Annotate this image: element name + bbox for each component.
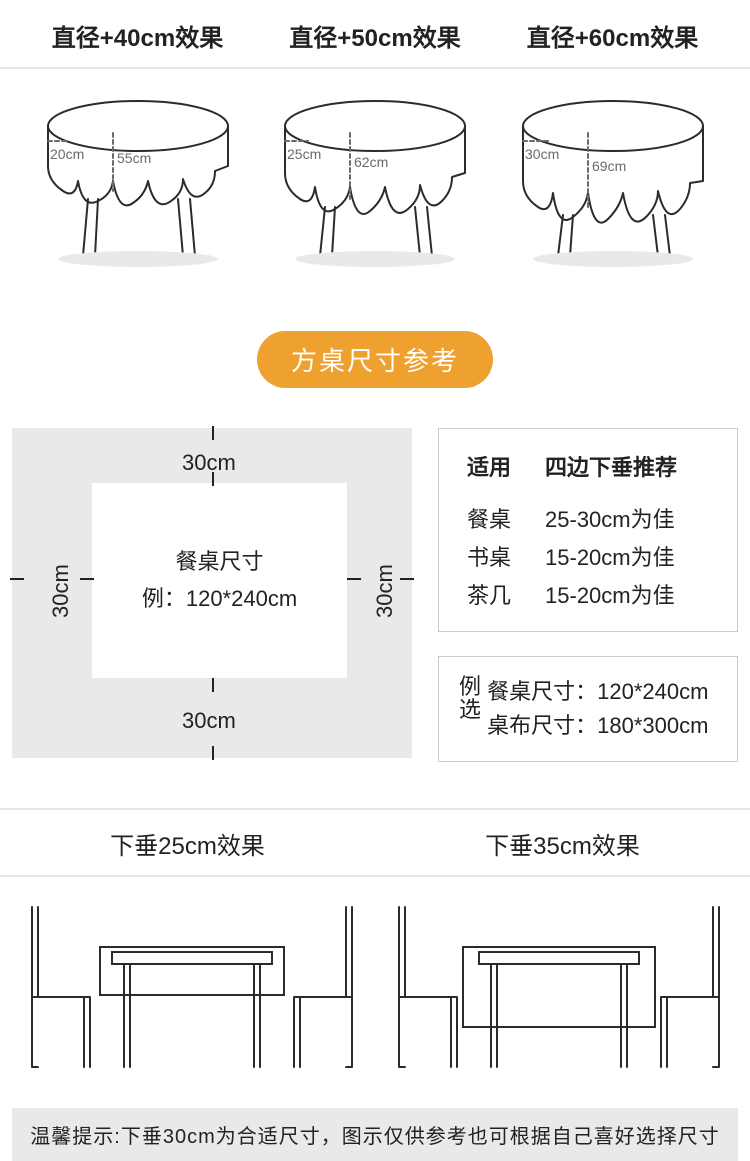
round-drop-label: 55cm	[117, 150, 151, 166]
example-line1-label: 餐桌尺寸：	[487, 679, 597, 704]
round-overhang-label: 25cm	[287, 146, 321, 162]
dash-mark	[212, 426, 214, 440]
recommend-usage: 书桌	[459, 537, 537, 575]
dash-mark	[80, 578, 94, 580]
round-header-1: 直径+50cm效果	[263, 0, 488, 67]
round-drop-label: 62cm	[354, 154, 388, 170]
inner-title: 餐桌尺寸	[92, 543, 347, 580]
round-table-icon: 20cm 55cm	[33, 81, 243, 271]
round-overhang-label: 30cm	[525, 146, 559, 162]
recommend-column: 适用 四边下垂推荐 餐桌 25-30cm为佳 书桌 15-20cm为佳 茶几 1…	[438, 428, 738, 762]
round-table-headers: 直径+40cm效果 直径+50cm效果 直径+60cm效果	[0, 0, 750, 67]
recommend-header-rec: 四边下垂推荐	[545, 455, 677, 480]
round-drop-label: 69cm	[592, 158, 626, 174]
rect-table-icon	[12, 877, 372, 1077]
rect-header-0: 下垂25cm效果	[0, 810, 375, 875]
round-table-diagrams: 20cm 55cm 25cm 62cm	[0, 81, 750, 276]
inner-example: 例：120*240cm	[92, 580, 347, 617]
dash-mark	[212, 746, 214, 760]
rect-diagrams	[0, 877, 750, 1082]
recommend-row: 书桌 15-20cm为佳	[459, 537, 685, 575]
dim-left: 30cm	[48, 564, 74, 618]
dash-mark	[347, 578, 361, 580]
round-header-2: 直径+60cm效果	[500, 0, 725, 67]
dim-top: 30cm	[182, 450, 236, 476]
example-vlabel: 例 选	[459, 675, 481, 721]
dim-right: 30cm	[372, 564, 398, 618]
footer-tip: 温馨提示:下垂30cm为合适尺寸，图示仅供参考也可根据自己喜好选择尺寸	[12, 1108, 738, 1161]
example-line2-value: 180*300cm	[597, 713, 708, 738]
recommend-row: 茶几 15-20cm为佳	[459, 575, 685, 613]
dash-mark	[212, 678, 214, 692]
example-vlabel-top: 例	[459, 674, 481, 699]
section-title-pill: 方桌尺寸参考	[257, 331, 493, 388]
dash-mark	[10, 578, 24, 580]
section-title-wrap: 方桌尺寸参考	[0, 331, 750, 388]
example-line1-value: 120*240cm	[597, 679, 708, 704]
round-table-icon: 25cm 62cm	[270, 81, 480, 271]
example-body: 餐桌尺寸：120*240cm 桌布尺寸：180*300cm	[487, 675, 708, 743]
round-diagram-1: 25cm 62cm	[263, 81, 488, 276]
square-reference-block: 餐桌尺寸 例：120*240cm 30cm 30cm 30cm 30cm 适用 …	[0, 428, 750, 762]
divider	[0, 67, 750, 69]
rect-diagram-0	[8, 877, 375, 1082]
round-diagram-0: 20cm 55cm	[25, 81, 250, 276]
recommend-header-usage: 适用	[467, 455, 511, 480]
recommend-rec: 25-30cm为佳	[537, 499, 685, 537]
round-header-0: 直径+40cm效果	[25, 0, 250, 67]
recommend-usage: 茶几	[459, 575, 537, 613]
example-vlabel-bottom: 选	[459, 697, 481, 722]
rect-diagram-1	[375, 877, 742, 1082]
dim-bottom: 30cm	[182, 708, 236, 734]
recommend-rec: 15-20cm为佳	[537, 575, 685, 613]
example-line2-label: 桌布尺寸：	[487, 713, 597, 738]
recommend-box: 适用 四边下垂推荐 餐桌 25-30cm为佳 书桌 15-20cm为佳 茶几 1…	[438, 428, 738, 632]
square-diagram: 餐桌尺寸 例：120*240cm 30cm 30cm 30cm 30cm	[12, 428, 412, 758]
dash-mark	[400, 578, 414, 580]
rect-headers: 下垂25cm效果 下垂35cm效果	[0, 808, 750, 875]
table-area: 餐桌尺寸 例：120*240cm	[92, 483, 347, 678]
recommend-rec: 15-20cm为佳	[537, 537, 685, 575]
round-table-icon: 30cm 69cm	[508, 81, 718, 271]
recommend-usage: 餐桌	[459, 499, 537, 537]
recommend-row: 餐桌 25-30cm为佳	[459, 499, 685, 537]
round-overhang-label: 20cm	[50, 146, 84, 162]
round-diagram-2: 30cm 69cm	[500, 81, 725, 276]
recommend-table: 适用 四边下垂推荐 餐桌 25-30cm为佳 书桌 15-20cm为佳 茶几 1…	[459, 447, 685, 613]
rect-header-1: 下垂35cm效果	[375, 810, 750, 875]
rect-table-icon	[379, 877, 739, 1077]
inner-caption: 餐桌尺寸 例：120*240cm	[92, 543, 347, 618]
example-box: 例 选 餐桌尺寸：120*240cm 桌布尺寸：180*300cm	[438, 656, 738, 762]
